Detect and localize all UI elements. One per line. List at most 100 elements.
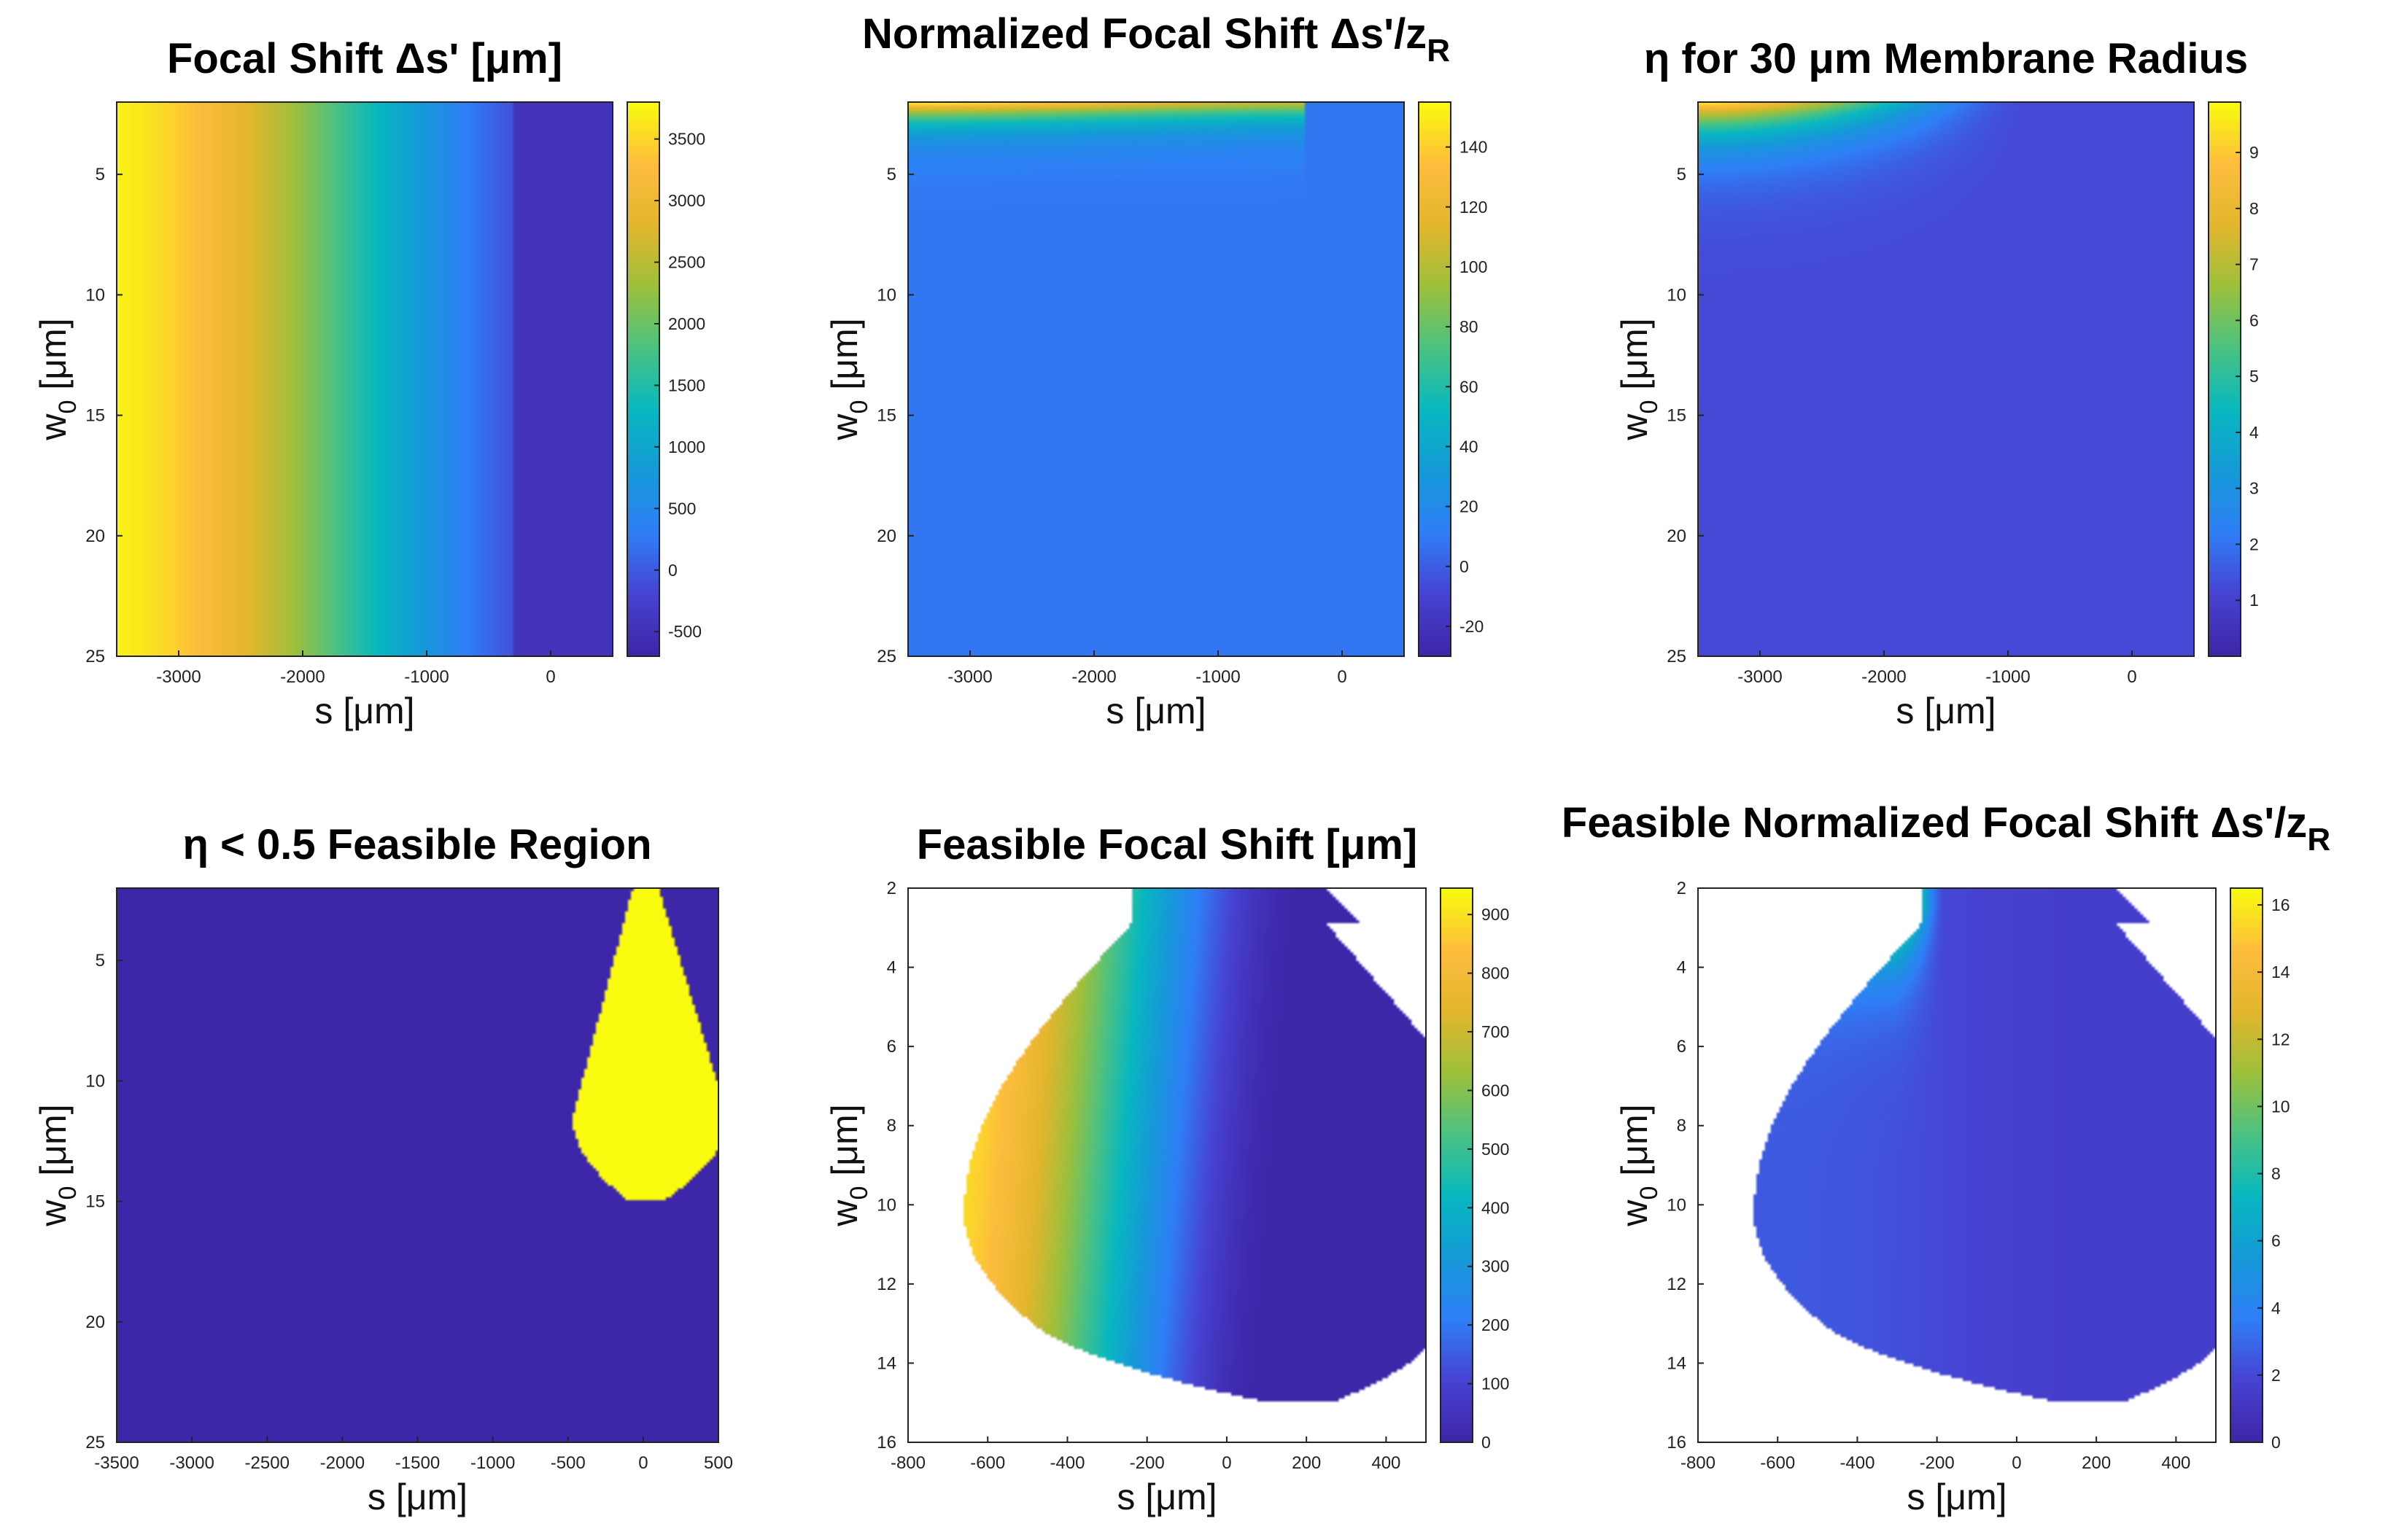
colorbar-tick-label: 2500 [668,253,705,272]
y-tick-label: 8 [1677,1116,1686,1136]
y-tick-label: 25 [85,1433,105,1452]
colorbar-tick-label: 2 [2249,534,2259,553]
y-tick-label: 15 [85,1192,105,1212]
x-tick-label: -3500 [94,1453,139,1473]
x-tick-label: 0 [2127,667,2136,687]
colorbar-frame [1440,887,1473,1443]
x-tick-label: 0 [546,667,555,687]
colorbar-tick-label: 2000 [668,314,705,333]
colorbar-tick-label: 1000 [668,438,705,456]
y-tick-label: 20 [1667,526,1686,546]
y-tick-label: 10 [877,285,896,305]
colorbar-tick-label: 400 [1481,1198,1509,1217]
y-tick-label: 2 [1677,879,1686,898]
y-tick-label: 2 [887,879,896,898]
colorbar [1419,102,1451,656]
x-tick-label: -200 [1130,1453,1165,1473]
heatmap-image [1698,888,2216,1442]
y-tick-label: 20 [85,1312,105,1332]
colorbar [2209,102,2241,656]
chart-title: η < 0.5 Feasible Region [182,821,651,868]
x-tick-label: 500 [704,1453,733,1473]
x-tick-label: -400 [1839,1453,1874,1473]
colorbar-tick-label: 3 [2249,479,2259,498]
panel-p4: -3500 -3000 -2500 -2000 -1500 -1000 -500 0 500 5 1… [33,821,733,1517]
x-tick-label: -1000 [404,667,449,687]
x-tick-label: -400 [1050,1453,1085,1473]
x-tick-label: -800 [891,1453,926,1473]
x-axis-label: s [μm] [1907,1477,2007,1517]
heatmap-image [1698,102,2194,656]
x-tick-label: -500 [551,1453,586,1473]
colorbar-tick-label: 60 [1459,377,1478,396]
x-tick-label: -600 [1760,1453,1795,1473]
colorbar-tick-label: 9 [2249,143,2259,162]
y-tick-label: 15 [1667,406,1686,426]
colorbar-tick-label: 2 [2271,1366,2281,1385]
colorbar-tick-label: 6 [2271,1232,2281,1251]
x-tick-label: -200 [1920,1453,1955,1473]
y-axis-label: w0 [μm] [1614,1104,1663,1226]
colorbar-tick-label: 20 [1459,497,1478,516]
heatmap-image [908,102,1404,656]
colorbar-tick-label: 100 [1459,257,1487,276]
panel-p2: -3000 -2000 -1000 0 5 10 15 20 25 s [μm] w0 [μm] No… [824,10,1487,731]
x-axis-label: s [μm] [1896,691,1996,731]
colorbar-tick-label: 1500 [668,376,705,394]
colorbar-frame [627,101,660,657]
panel-p5: -800 -600 -400 -200 0 200 400 2 4 6 8 10 12 14 16 s [μm… [824,821,1509,1517]
plot-frame [907,101,1405,657]
colorbar-frame [2230,887,2263,1443]
colorbar-tick-label: -500 [668,622,702,641]
x-tick-label: 0 [1337,667,1346,687]
colorbar-tick-label: 14 [2271,962,2290,981]
chart-title: Focal Shift Δs' [μm] [167,35,562,82]
colorbar-tick-label: 0 [2271,1433,2281,1452]
colorbar-tick-label: 4 [2271,1299,2281,1318]
y-tick-label: 15 [85,406,105,426]
x-tick-label: -2500 [245,1453,290,1473]
x-tick-label: -3000 [1737,667,1782,687]
colorbar-tick-label: 600 [1481,1081,1509,1100]
x-axis-label: s [μm] [314,691,414,731]
y-tick-label: 10 [877,1195,896,1215]
y-tick-label: 6 [1677,1037,1686,1057]
x-tick-label: -2000 [1861,667,1906,687]
y-axis-label: w0 [μm] [1614,318,1663,440]
chart-title: Normalized Focal Shift Δs'/zR [862,10,1450,69]
chart-title: Feasible Normalized Focal Shift Δs'/zR [1562,799,2330,858]
x-tick-label: 0 [2012,1453,2021,1473]
colorbar-tick-label: 0 [668,561,678,580]
x-tick-label: -2000 [1071,667,1116,687]
colorbar-tick-label: 80 [1459,317,1478,336]
x-axis-label: s [μm] [368,1477,468,1517]
plot-frame [116,101,613,657]
colorbar-tick-label: 6 [2249,311,2259,330]
y-tick-label: 5 [96,951,105,971]
y-tick-label: 20 [85,526,105,546]
y-tick-label: 15 [877,406,896,426]
colorbar-tick-label: 7 [2249,255,2259,274]
x-tick-label: -3000 [947,667,992,687]
x-tick-label: 200 [1292,1453,1321,1473]
colorbar [2230,888,2263,1442]
colorbar-tick-label: 5 [2249,367,2259,386]
heatmap-image [908,888,1426,1442]
x-tick-label: -3000 [156,667,201,687]
x-tick-label: -1000 [1195,667,1240,687]
y-axis-label: w0 [μm] [33,1104,82,1226]
x-tick-label: -2000 [280,667,325,687]
colorbar-tick-label: 0 [1459,557,1469,576]
colorbar-tick-label: 100 [1481,1374,1509,1393]
y-tick-label: 10 [85,285,105,305]
plot-frame [1697,101,2195,657]
colorbar-tick-label: 900 [1481,905,1509,924]
colorbar-frame [2208,101,2241,657]
colorbar [1441,888,1473,1442]
y-tick-label: 8 [887,1116,896,1136]
colorbar-tick-label: 40 [1459,437,1478,456]
colorbar-tick-label: 700 [1481,1022,1509,1041]
y-tick-label: 12 [1667,1275,1686,1294]
colorbar-tick-label: 8 [2249,199,2259,218]
